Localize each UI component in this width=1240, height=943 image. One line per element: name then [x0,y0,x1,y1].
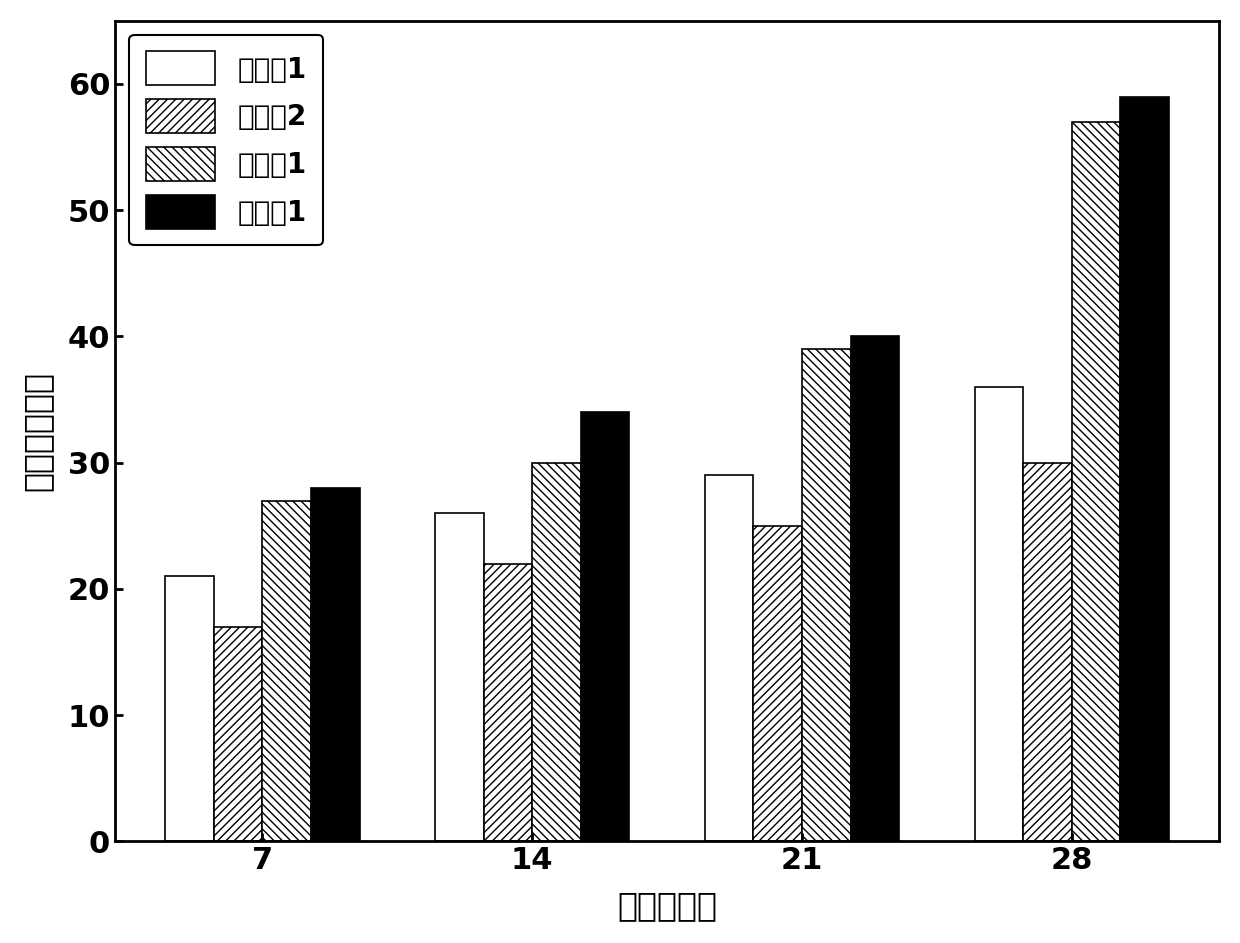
Bar [213,627,263,841]
Legend: 对比例1, 对比例2, 实施例1, 实施例1: 对比例1, 对比例2, 实施例1, 实施例1 [129,35,324,245]
Bar [263,501,311,841]
Bar [532,463,580,841]
Bar [802,349,851,841]
Bar [435,513,484,841]
Bar [1071,122,1121,841]
Bar [975,387,1023,841]
Bar [1023,463,1071,841]
Bar [311,488,360,841]
Bar [580,412,630,841]
X-axis label: 时间（天）: 时间（天） [618,889,717,922]
Bar [704,475,754,841]
Bar [851,337,899,841]
Bar [754,526,802,841]
Bar [1121,96,1169,841]
Bar [165,576,213,841]
Bar [484,564,532,841]
Y-axis label: 叶片数（个）: 叶片数（个） [21,372,53,491]
